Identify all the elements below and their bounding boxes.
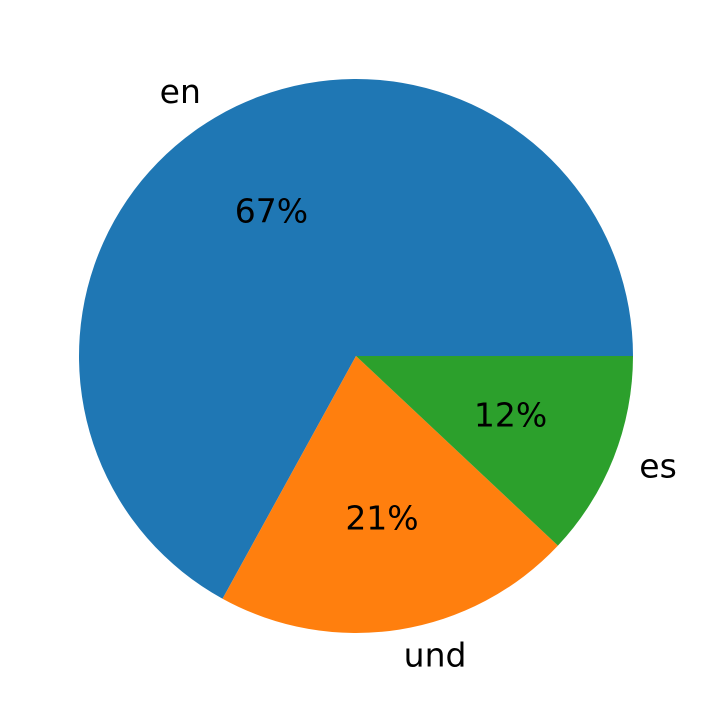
slice-label: und bbox=[404, 635, 467, 674]
pie-slice bbox=[222, 356, 558, 633]
pie-slice bbox=[356, 356, 633, 546]
value-label: 12% bbox=[474, 396, 547, 435]
slice-label: en bbox=[160, 72, 201, 111]
value-label: 67% bbox=[235, 191, 308, 230]
pie-slice bbox=[78, 79, 634, 599]
slice-label: es bbox=[639, 447, 677, 486]
value-label: 21% bbox=[345, 499, 418, 538]
